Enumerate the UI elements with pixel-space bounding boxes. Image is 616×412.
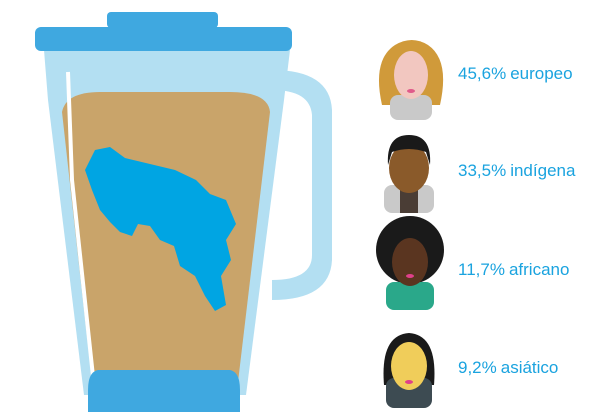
group-name: asiático	[501, 358, 559, 377]
percent: 11,7%	[458, 260, 505, 279]
lid	[35, 27, 292, 51]
face-indigena	[384, 135, 434, 213]
blender	[35, 12, 332, 412]
costa-rica-map	[85, 147, 236, 311]
face-africano	[376, 216, 444, 310]
group-label: 11,7% africano	[458, 260, 569, 279]
percent: 45,6%	[458, 64, 506, 83]
face-europeo	[378, 40, 444, 120]
group-label: 33,5% indígena	[458, 161, 576, 180]
group-name: europeo	[510, 64, 572, 83]
blender-handle	[272, 70, 332, 300]
face-asiatico	[383, 333, 435, 408]
group-label: 45,6% europeo	[458, 64, 573, 83]
percent: 9,2%	[458, 358, 497, 377]
group-label: 9,2% asiático	[458, 358, 558, 377]
blender-base	[88, 370, 240, 412]
lid-cap	[107, 12, 218, 28]
group-name: africano	[509, 260, 569, 279]
glass-shine	[66, 71, 97, 396]
percent: 33,5%	[458, 161, 506, 180]
group-name: indígena	[510, 161, 576, 180]
labels: 45,6% europeo 33,5% indígena 11,7% africano 9,…	[458, 64, 576, 377]
